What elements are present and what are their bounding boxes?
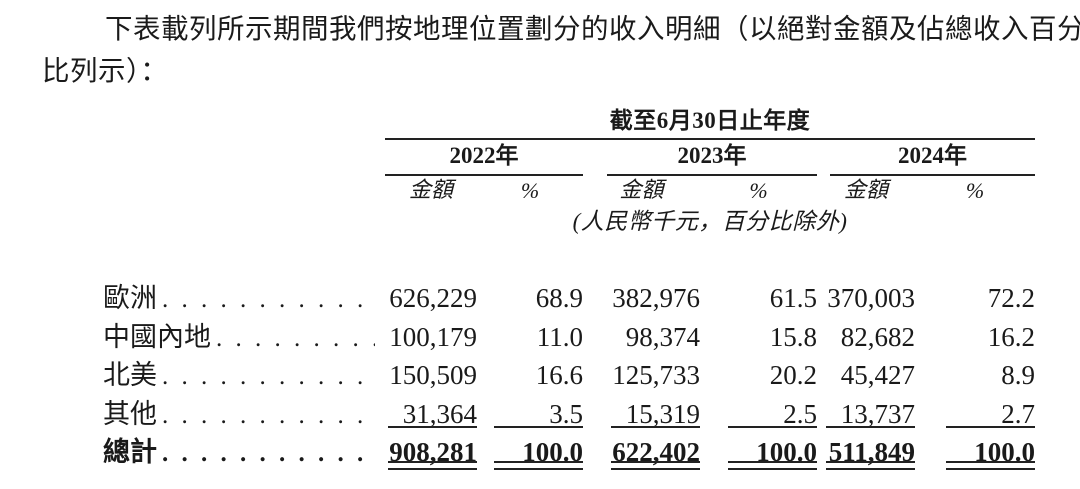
row-label: 其他 — [103, 398, 157, 429]
dot-leader — [162, 395, 375, 436]
cell-percent: 61.5 — [769, 283, 817, 313]
subheader-row: 金額 % 金額 % 金額 % — [100, 176, 1035, 206]
cell-percent: 100.0 — [700, 433, 817, 472]
cell-amount: 125,733 — [612, 360, 700, 390]
cell-percent: 2.5 — [700, 395, 817, 434]
cell-amount: 511,849 — [817, 433, 915, 472]
cell-amount: 370,003 — [827, 283, 915, 313]
col-header-amount: 金額 — [843, 177, 888, 202]
table-row-total: 總計 908,281 100.0 622,402 100.0 511,849 1… — [100, 433, 1035, 472]
unit-note-row: (人民幣千元，百分比除外) — [100, 206, 1035, 236]
intro-line-1: 下表載列所示期間我們按地理位置劃分的收入明細（以絕對金額及佔總收入百分 — [105, 13, 1080, 44]
year-label: 2022年 — [385, 140, 583, 176]
row-label: 總計 — [103, 437, 157, 467]
col-header-percent: % — [965, 178, 985, 203]
cell-amount: 98,374 — [625, 321, 700, 352]
cell-amount: 622,402 — [583, 433, 700, 472]
cell-amount: 15,319 — [583, 395, 700, 434]
cell-percent: 20.2 — [769, 360, 817, 390]
dot-leader — [162, 433, 375, 474]
cell-percent: 100.0 — [915, 433, 1035, 472]
table-row-mainland-china: 中國內地 100,179 11.0 98,374 15.8 82,682 16.… — [100, 318, 1035, 357]
dot-leader — [162, 356, 375, 397]
col-header-percent: % — [520, 178, 540, 203]
year-group-2024: 2024年 — [817, 140, 1035, 176]
cell-amount: 908,281 — [385, 433, 477, 472]
row-label: 中國內地 — [103, 321, 211, 352]
intro-paragraph: 下表載列所示期間我們按地理位置劃分的收入明細（以絕對金額及佔總收入百分 比列示）… — [42, 8, 1080, 92]
cell-percent: 11.0 — [536, 321, 583, 352]
cell-amount: 100,179 — [389, 321, 477, 352]
cell-percent: 2.7 — [915, 395, 1035, 434]
row-label: 歐洲 — [103, 283, 157, 313]
cell-percent: 15.8 — [769, 321, 817, 352]
cell-amount: 45,427 — [840, 360, 915, 390]
revenue-by-geography-table: 截至6月30日止年度 2022年 2023年 2024年 金額 % 金額 % 金… — [100, 105, 1035, 472]
cell-amount: 82,682 — [840, 321, 915, 352]
cell-percent: 72.2 — [987, 283, 1035, 313]
table-row-other: 其他 31,364 3.5 15,319 2.5 13,737 2.7 — [100, 395, 1035, 434]
year-label: 2023年 — [607, 140, 817, 176]
unit-note: (人民幣千元，百分比除外) — [572, 209, 848, 234]
year-label: 2024年 — [830, 140, 1035, 176]
cell-percent: 100.0 — [477, 433, 583, 472]
cell-percent: 16.2 — [987, 321, 1035, 352]
table-row-north-america: 北美 150,509 16.6 125,733 20.2 45,427 8.9 — [100, 356, 1035, 395]
cell-percent: 3.5 — [477, 395, 583, 434]
cell-amount: 150,509 — [389, 360, 477, 390]
dot-leader — [162, 279, 375, 320]
col-header-percent: % — [749, 178, 768, 203]
table-row-europe: 歐洲 626,229 68.9 382,976 61.5 370,003 72.… — [100, 279, 1035, 318]
cell-amount: 626,229 — [389, 283, 477, 313]
year-group-2023: 2023年 — [583, 140, 817, 176]
cell-percent: 68.9 — [535, 283, 583, 313]
period-header: 截至6月30日止年度 — [385, 105, 1035, 140]
col-header-amount: 金額 — [619, 177, 664, 202]
cell-amount: 13,737 — [817, 395, 915, 434]
cell-amount: 31,364 — [385, 395, 477, 434]
cell-percent: 8.9 — [1001, 360, 1035, 390]
year-header-row: 2022年 2023年 2024年 — [100, 140, 1035, 176]
cell-amount: 382,976 — [612, 283, 700, 313]
cell-percent: 16.6 — [535, 360, 583, 390]
intro-line-2: 比列示）： — [42, 55, 169, 86]
col-header-amount: 金額 — [408, 177, 453, 202]
row-label: 北美 — [103, 360, 157, 390]
dot-leader — [216, 318, 375, 359]
period-header-row: 截至6月30日止年度 — [100, 105, 1035, 140]
year-group-2022: 2022年 — [385, 140, 583, 176]
